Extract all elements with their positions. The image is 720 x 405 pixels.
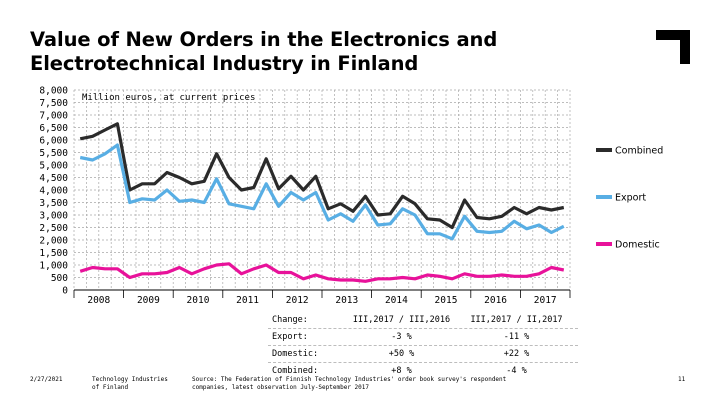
table-row: Combined: +8 % -4 % xyxy=(268,363,578,379)
y-tick-label: 4,000 xyxy=(39,186,68,197)
y-tick-label: 7,000 xyxy=(39,111,68,122)
y-tick-label: 5,000 xyxy=(39,161,68,172)
legend-label: Domestic xyxy=(615,240,660,251)
table-header-cell: III,2017 / II,2017 xyxy=(470,315,563,325)
table-cell: +50 % xyxy=(388,349,415,359)
table-header-cell: Change: xyxy=(272,315,308,325)
table-cell: Combined: xyxy=(272,366,319,376)
footer-date: 2/27/2021 xyxy=(30,376,63,383)
y-tick-label: 3,000 xyxy=(39,211,68,222)
y-tick-label: 0 xyxy=(62,286,68,297)
legend-background xyxy=(594,237,684,251)
footer-org-line-1: Technology Industries xyxy=(92,376,168,383)
x-tick-label: 2015 xyxy=(435,295,458,306)
chart-subtitle: Million euros, at current prices xyxy=(82,93,255,103)
y-tick-label: 7,500 xyxy=(39,98,68,109)
legend: Combined Export Domestic xyxy=(594,143,684,251)
footer-source: Source: The Federation of Finnish Techno… xyxy=(192,376,506,392)
footer-source-line-1: Source: The Federation of Finnish Techno… xyxy=(192,376,507,383)
footer-source-line-2: companies, latest observation July-Septe… xyxy=(192,384,370,391)
y-tick-label: 4,500 xyxy=(39,173,68,184)
y-tick-label: 8,000 xyxy=(39,86,68,97)
y-tick-label: 1,500 xyxy=(39,248,68,259)
y-tick-label: 6,500 xyxy=(39,123,68,134)
table-row: Export: -3 % -11 % xyxy=(268,329,578,346)
table-cell: +22 % xyxy=(503,349,530,359)
title-line-2: Electrotechnical Industry in Finland xyxy=(30,52,419,75)
y-tick-label: 1,000 xyxy=(39,261,68,272)
x-tick-label: 2009 xyxy=(137,295,160,306)
table-header-row: Change: III,2017 / III,2016 III,2017 / I… xyxy=(268,312,578,329)
table-cell: -11 % xyxy=(503,332,530,342)
table-cell: +8 % xyxy=(391,366,412,376)
title-line-1: Value of New Orders in the Electronics a… xyxy=(30,28,498,51)
change-table: Change: III,2017 / III,2016 III,2017 / I… xyxy=(268,312,578,379)
y-tick-label: 3,500 xyxy=(39,198,68,209)
legend-label: Export xyxy=(615,193,646,204)
x-tick-label: 2010 xyxy=(187,295,210,306)
table-cell: Domestic: xyxy=(272,349,319,359)
x-tick-label: 2011 xyxy=(236,295,259,306)
footer-org-line-2: of Finland xyxy=(92,384,129,391)
series-line-domestic xyxy=(79,262,565,283)
footer-organization: Technology Industries of Finland xyxy=(92,376,168,392)
series-line-combined xyxy=(79,122,565,230)
y-tick-label: 500 xyxy=(51,273,68,284)
y-tick-label: 5,500 xyxy=(39,148,68,159)
x-tick-label: 2017 xyxy=(534,295,557,306)
legend-background xyxy=(594,143,684,157)
y-tick-label: 2,000 xyxy=(39,236,68,247)
x-tick-label: 2014 xyxy=(385,295,408,306)
table-header-cell: III,2017 / III,2016 xyxy=(352,315,451,325)
table-cell: -3 % xyxy=(391,332,412,342)
legend-label: Combined xyxy=(615,146,663,157)
y-tick-label: 6,000 xyxy=(39,136,68,147)
table-cell: Export: xyxy=(272,332,308,342)
series-line-export xyxy=(79,143,565,241)
x-tick-label: 2013 xyxy=(335,295,358,306)
x-tick-label: 2008 xyxy=(87,295,110,306)
table-row: Domestic: +50 % +22 % xyxy=(268,346,578,363)
series xyxy=(79,122,565,283)
page-number: 11 xyxy=(678,376,686,383)
x-tick-label: 2012 xyxy=(286,295,309,306)
legend-background xyxy=(594,190,684,204)
corner-logo-icon xyxy=(656,30,690,64)
x-tick-label: 2016 xyxy=(484,295,507,306)
y-tick-label: 2,500 xyxy=(39,223,68,234)
page-title: Value of New Orders in the Electronics a… xyxy=(30,28,630,76)
table-cell: -4 % xyxy=(506,366,527,376)
